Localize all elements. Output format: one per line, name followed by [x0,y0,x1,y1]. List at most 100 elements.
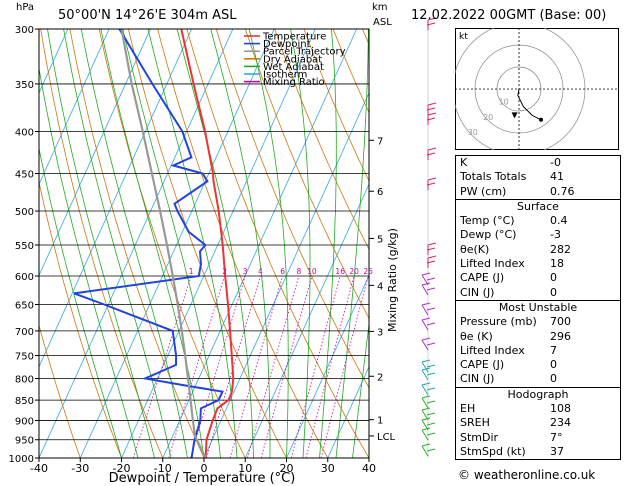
mixing-ratio-line [320,275,369,458]
hodograph-ring-label: 30 [468,128,478,137]
index-value: -0 [550,156,561,169]
hodo-key: StmSpd (kt) [460,444,526,458]
hodo-value: 108 [550,402,571,416]
wind-barb [426,147,437,160]
wind-barb [421,317,436,331]
surface-value: 0 [550,285,557,299]
copyright: © weatheronline.co.uk [458,468,596,482]
isotherm-line [203,91,369,458]
wind-barb-flag [427,177,437,181]
wind-barb-flag [426,422,436,426]
wind-barb-flag [421,317,431,321]
wind-barb-flag [421,417,431,421]
hodo-row: EH 108 [456,402,620,416]
isotherm-line [244,183,369,458]
wind-barb-staff [421,361,429,373]
index-key: Totals Totals [460,170,527,184]
pressure-tick-label: 600 [15,272,34,283]
hodo-key: StmDir [460,430,499,444]
wind-barb-flag [426,372,436,376]
x-axis-label: Dewpoint / Temperature (°C) [109,471,296,486]
wind-barb-flag [426,182,436,186]
wind-barb-flag [426,387,436,391]
wind-barb [426,242,437,255]
isotherm-line [327,365,369,458]
pressure-tick-label: 950 [15,436,34,447]
wind-barb-flag [427,112,437,116]
wind-barb-flag [421,443,431,447]
wind-barb-flag [421,359,431,363]
wind-barb-staff [421,304,429,316]
wind-barb [426,177,437,190]
wind-barb-flag [421,382,431,386]
dry-adiabat-line [157,29,329,458]
dry-adiabat-line [186,29,369,458]
surface-key: CAPE (J) [460,271,505,285]
wind-barb-flag [426,412,436,416]
mixing-ratio-line [190,275,246,458]
wind-barb-flag [426,152,436,156]
surface-key: CIN (J) [460,285,495,299]
mu-row: Lifted Index 7 [456,344,620,358]
wind-barb-flag [421,427,431,431]
mu-row: CAPE (J) 0 [456,358,620,372]
isotherm-line [286,274,369,458]
mu-row: θe (K) 296 [456,330,620,344]
km-tick-label: 2 [377,372,383,383]
index-row: PW (cm) 0.76 [456,185,620,199]
temperature-tick-label: 30 [321,462,335,475]
mu-key: Lifted Index [460,343,525,357]
wind-barb-flag [427,242,437,246]
hodo-row: StmDir 7° [456,431,620,445]
mixing-ratio-line [305,275,355,458]
isotherm-line [162,29,357,458]
wind-barb [426,102,437,115]
hodograph-point [539,117,543,122]
mu-key: CAPE (J) [460,358,505,372]
wind-barb-flag [426,400,436,404]
index-row: Totals Totals 41 [456,170,620,184]
temperature-tick-label: -20 [113,462,131,475]
hodograph-unit: kt [459,32,468,42]
mixing-ratio-line [168,275,225,458]
surface-key: Dewp (°C) [460,228,517,242]
dry-adiabat-line [245,29,369,320]
wind-barb-staff [421,384,429,396]
pressure-tick-label: 850 [15,396,34,407]
station-info: 50°00'N 14°26'E 304m ASL [58,8,237,23]
wind-barb-flag [421,302,431,306]
wind-barb-staff [421,339,429,351]
mixing-ratio-label: 3 [243,267,248,276]
mu-key: Pressure (mb) [460,315,537,329]
profile-series [73,29,235,458]
mixing-ratio-line [229,275,283,458]
most-unstable-rows: Pressure (mb) 700 θe (K) 296 Lifted Index 7 CA… [456,315,620,386]
wind-barb [421,302,436,316]
wind-barb [426,112,437,125]
mixing-ratio-label: 2 [222,267,227,276]
pressure-tick-label: 350 [15,80,34,91]
wind-barb-flag [421,282,431,286]
surface-value: -3 [550,228,561,242]
mu-value: 0 [550,372,557,386]
mu-value: 7 [550,343,557,357]
isotherm-line [39,29,110,186]
mu-value: 700 [550,315,571,329]
index-key: PW (cm) [460,184,507,198]
wind-barb-flag [426,448,436,452]
hodograph-ring [455,28,586,150]
km-tick-label: 3 [377,327,383,338]
surface-key: Lifted Index [460,257,525,271]
pressure-tick-label: 900 [15,416,34,427]
dry-adiabat-line [274,29,369,251]
mixing-ratio-label: 20 [349,267,359,276]
surface-value: 0 [550,271,557,285]
index-value: 41 [550,170,564,184]
km-label: km [372,2,388,13]
pressure-tick-label: 500 [15,207,34,218]
pressure-tick-label: 750 [15,351,34,362]
asl-label: ASL [373,17,392,28]
pressure-tick-label: 450 [15,169,34,180]
km-tick-label: 1 [377,416,383,427]
